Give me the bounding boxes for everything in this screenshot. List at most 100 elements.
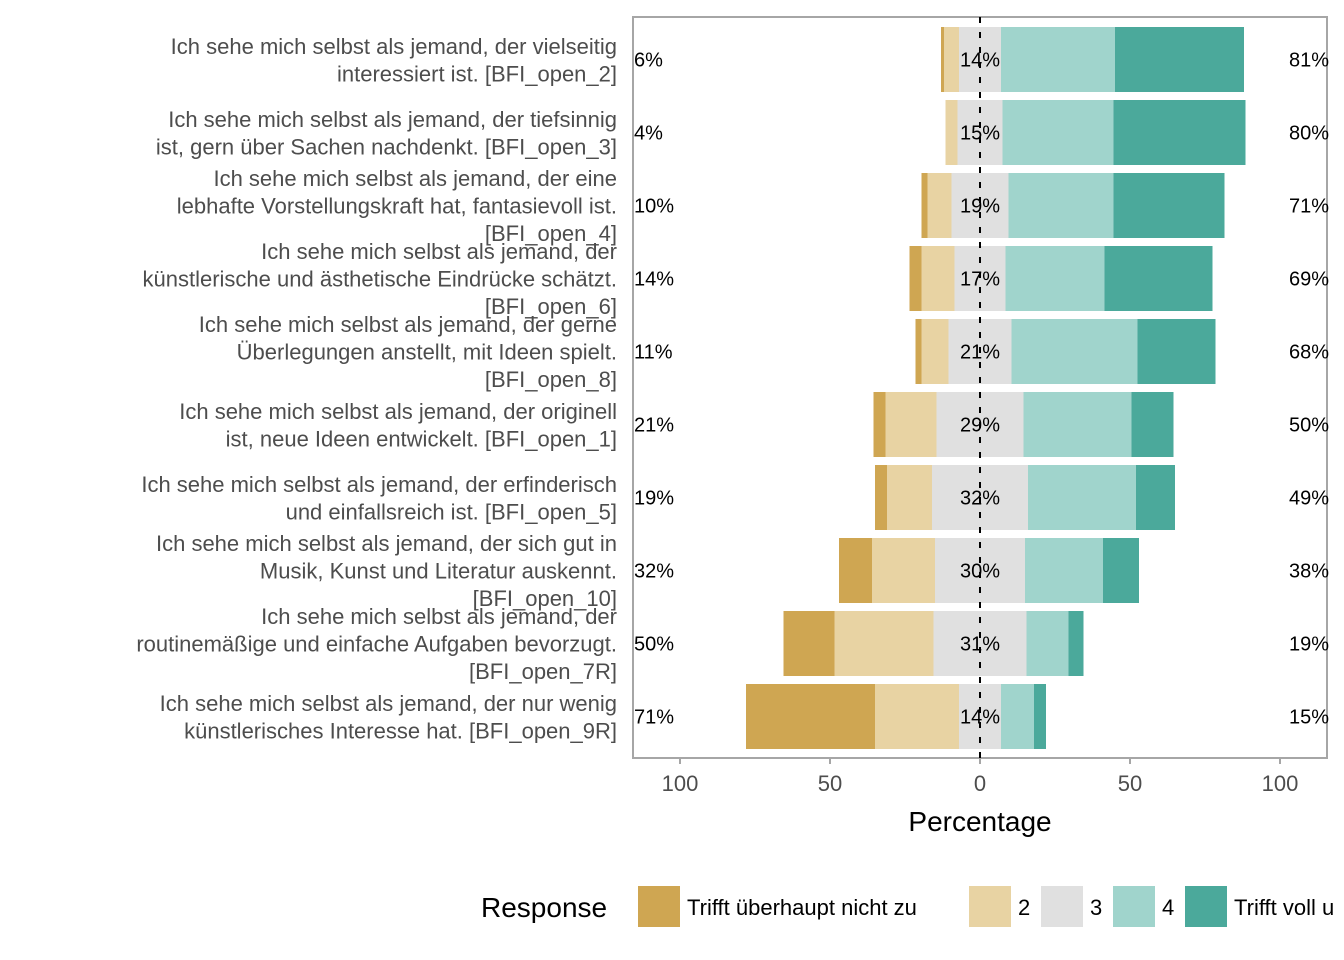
pct-high-label: 38% — [1289, 561, 1329, 583]
legend-entry-label: Trifft voll u — [1234, 895, 1334, 920]
item-label-line: und einfallsreich ist. [BFI_open_5] — [286, 499, 617, 524]
item-label-line: Ich sehe mich selbst als jemand, der ori… — [179, 399, 617, 424]
x-tick-label: 0 — [974, 771, 986, 796]
pct-low-label: 10% — [634, 196, 674, 218]
bar-segment — [944, 27, 959, 92]
bar-segment — [941, 27, 944, 92]
item-label-line: lebhafte Vorstellungskraft hat, fantasie… — [177, 194, 617, 219]
pct-mid-label: 14% — [960, 707, 1000, 729]
bar-segment — [1068, 611, 1084, 676]
item-row: 10% 19% 71% Ich sehe mich selbst als jemand… — [177, 166, 1329, 246]
legend-entry-label: Trifft überhaupt nicht zu — [687, 895, 917, 920]
pct-high-label: 68% — [1289, 342, 1329, 364]
item-row: 14% 17% 69% Ich sehe mich selbst als jemand… — [143, 239, 1330, 319]
pct-low-label: 19% — [634, 488, 674, 510]
x-tick-label: 50 — [818, 771, 842, 796]
bar-segment — [1028, 465, 1136, 530]
pct-mid-label: 30% — [960, 561, 1000, 583]
item-label-line: [BFI_open_6] — [485, 294, 617, 319]
item-label-line: Ich sehe mich selbst als jemand, der — [261, 239, 617, 264]
pct-low-label: 32% — [634, 561, 674, 583]
item-label-line: Überlegungen anstellt, mit Ideen spielt. — [237, 340, 617, 365]
bar-segment — [1104, 246, 1213, 311]
pct-high-label: 69% — [1289, 269, 1329, 291]
item-row: 6% 14% 81% Ich sehe mich selbst als jemand,… — [171, 27, 1329, 92]
item-label-line: Ich sehe mich selbst als jemand, der nur… — [160, 691, 617, 716]
item-label-line: Ich sehe mich selbst als jemand, der ein… — [213, 166, 617, 191]
bar-segment — [875, 684, 959, 749]
bar-segment — [1008, 173, 1114, 238]
pct-low-label: 6% — [634, 50, 663, 72]
item-label-line: routinemäßige und einfache Aufgaben bevo… — [136, 632, 617, 657]
bar-segment — [927, 173, 952, 238]
pct-mid-label: 15% — [960, 123, 1000, 145]
bar-segment — [783, 611, 835, 676]
item-label-line: Ich sehe mich selbst als jemand, der sic… — [156, 531, 617, 556]
legend-key — [1113, 886, 1155, 927]
bar-segment — [1026, 611, 1069, 676]
item-row: 11% 21% 68%Ich sehe mich selbst als jemand… — [199, 312, 1329, 392]
bar-segment — [1001, 27, 1115, 92]
pct-low-label: 50% — [634, 634, 674, 656]
bar-segment — [1001, 684, 1034, 749]
item-row: 4% 15% 80% Ich sehe mich selbst als jemand,… — [156, 100, 1329, 165]
x-axis-title: Percentage — [908, 806, 1051, 837]
bar-segment — [1023, 392, 1132, 457]
item-label-line: Ich sehe mich selbst als jemand, der vie… — [171, 34, 617, 59]
item-label-line: ist, neue Ideen entwickelt. [BFI_open_1] — [226, 426, 617, 451]
x-tick-label: 50 — [1118, 771, 1142, 796]
legend: Response Trifft überhaupt nicht zu 2 3 4 Trif… — [481, 886, 1334, 927]
bar-segment — [1136, 465, 1175, 530]
item-label-line: [BFI_open_10] — [473, 586, 617, 611]
item-label-line: künstlerisches Interesse hat. [BFI_open_… — [184, 718, 617, 743]
legend-entry-label: 4 — [1162, 895, 1174, 920]
legend-entry-label: 2 — [1018, 895, 1030, 920]
bar-segment — [921, 173, 928, 238]
pct-high-label: 19% — [1289, 634, 1329, 656]
pct-low-label: 4% — [634, 123, 663, 145]
pct-low-label: 11% — [634, 342, 673, 364]
item-label-line: [BFI_open_7R] — [469, 659, 617, 684]
legend-key — [969, 886, 1011, 927]
bar-segment — [1002, 100, 1114, 165]
bar-segment — [885, 392, 937, 457]
pct-mid-label: 17% — [960, 269, 1000, 291]
bar-segment — [945, 100, 958, 165]
bar-segment — [834, 611, 934, 676]
item-label-line: Ich sehe mich selbst als jemand, der — [261, 604, 617, 629]
bar-segment — [909, 246, 922, 311]
bar-segment — [921, 319, 949, 384]
bar-segment — [1137, 319, 1216, 384]
bar-segment — [954, 246, 1006, 311]
bar-segment — [1113, 100, 1246, 165]
bar-segment — [1034, 684, 1046, 749]
pct-low-label: 71% — [634, 707, 674, 729]
pct-mid-label: 31% — [960, 634, 1000, 656]
item-label-line: [BFI_open_8] — [485, 367, 617, 392]
legend-key — [1041, 886, 1083, 927]
pct-mid-label: 19% — [960, 196, 1000, 218]
x-tick-label: 100 — [662, 771, 699, 796]
legend-key — [1185, 886, 1227, 927]
bar-segment — [1005, 246, 1105, 311]
bar-segment — [839, 538, 872, 603]
pct-mid-label: 14% — [960, 50, 1000, 72]
item-row: 71% 14% 15% Ich sehe mich selbst als jemand… — [160, 684, 1329, 749]
item-label-line: Ich sehe mich selbst als jemand, der tie… — [168, 107, 617, 132]
bar-segment — [1115, 27, 1244, 92]
legend-title: Response — [481, 892, 607, 923]
bar-segment — [1103, 538, 1139, 603]
legend-entry-label: 3 — [1090, 895, 1102, 920]
pct-high-label: 71% — [1289, 196, 1329, 218]
bar-segment — [1011, 319, 1138, 384]
bar-segment — [875, 465, 887, 530]
pct-high-label: 80% — [1289, 123, 1329, 145]
item-row: 32% 30% 38% Ich sehe mich selbst als jemand… — [156, 531, 1329, 611]
item-label-line: Musik, Kunst und Literatur auskennt. — [260, 559, 617, 584]
bar-segment — [873, 392, 886, 457]
pct-high-label: 49% — [1289, 488, 1329, 510]
bar-segment — [921, 246, 955, 311]
bar-segment — [915, 319, 922, 384]
bar-segment — [746, 684, 875, 749]
